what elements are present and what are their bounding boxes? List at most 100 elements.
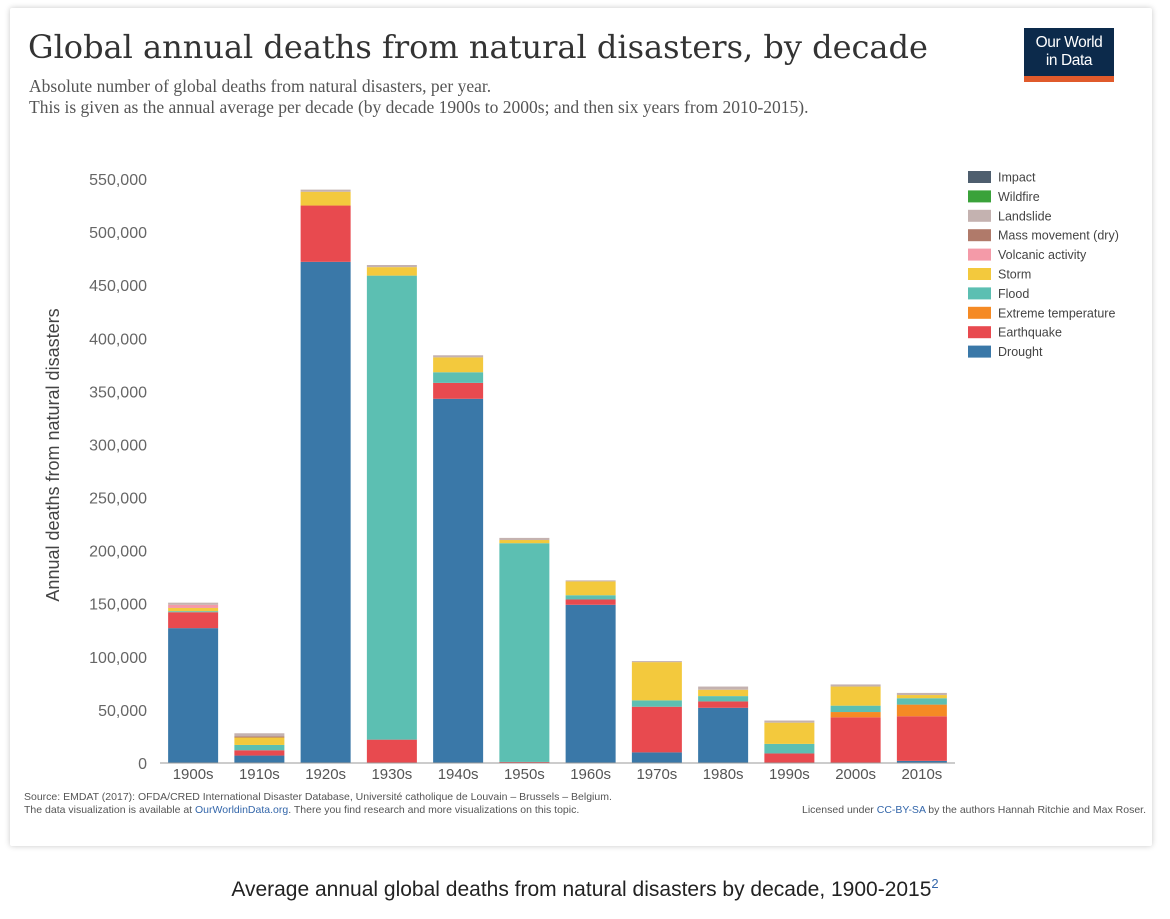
- x-tick-label: 1950s: [504, 766, 545, 783]
- y-tick-label: 500,000: [89, 225, 147, 242]
- license-pre: Licensed under: [802, 804, 877, 816]
- logo-line-2: in Data: [1045, 52, 1093, 69]
- bar-segment-earthquake: [565, 599, 616, 605]
- bar-segment-extreme-temperature: [830, 712, 881, 718]
- y-tick-label: 50,000: [98, 703, 147, 720]
- source-note: Source: EMDAT (2017): OFDA/CRED Internat…: [24, 791, 612, 817]
- bar-segment-storm: [366, 267, 417, 276]
- x-tick-label: 1990s: [769, 766, 810, 783]
- y-tick-label: 250,000: [89, 491, 147, 508]
- y-tick-label: 100,000: [89, 650, 147, 667]
- bar-segment-drought: [896, 760, 947, 763]
- source-line-1: Source: EMDAT (2017): OFDA/CRED Internat…: [24, 791, 612, 803]
- bar-segment-earthquake: [631, 706, 682, 753]
- bar-segment-storm: [698, 689, 749, 697]
- bar-segment-drought: [565, 604, 616, 763]
- legend-swatch: [968, 287, 991, 300]
- bar-segment-flood: [698, 696, 749, 702]
- bar-segment-earthquake: [764, 753, 815, 763]
- bar-segment-storm: [631, 662, 682, 701]
- bar-segment-storm: [168, 607, 219, 612]
- source-line-2-post: . There you find research and more visua…: [288, 804, 580, 816]
- bar-segment-storm: [433, 357, 484, 373]
- y-axis-title: Annual deaths from natural disasters: [43, 308, 63, 601]
- bar-segment-drought: [698, 707, 749, 763]
- bar-segment-landslide: [830, 684, 881, 687]
- x-tick-label: 1900s: [173, 766, 214, 783]
- license-post: by the authors Hannah Ritchie and Max Ro…: [925, 804, 1146, 816]
- bar-segment-storm: [896, 695, 947, 699]
- owid-link[interactable]: OurWorldinData.org: [195, 804, 289, 816]
- x-tick-label: 1910s: [239, 766, 280, 783]
- legend-label: Flood: [998, 287, 1029, 301]
- bar-segment-storm: [565, 581, 616, 596]
- legend-label: Mass movement (dry): [998, 229, 1119, 243]
- subtitle-line-2: This is given as the annual average per …: [29, 97, 809, 117]
- y-tick-label: 550,000: [89, 172, 147, 189]
- bar-segment-storm: [830, 686, 881, 706]
- bar-segment-earthquake: [366, 739, 417, 763]
- stacked-bar-chart: Annual deaths from natural disasters 0 50,…: [43, 171, 1119, 784]
- bar-segment-landslide: [433, 355, 484, 358]
- license-note: Licensed under CC-BY-SA by the authors H…: [802, 804, 1146, 816]
- bar-segment-drought: [631, 752, 682, 763]
- legend-label: Impact: [998, 171, 1036, 185]
- bar-segment-storm: [300, 191, 351, 206]
- footnote-ref-link[interactable]: 2: [931, 876, 939, 891]
- caption-text: Average annual global deaths from natura…: [231, 878, 932, 901]
- bar-segment-drought: [168, 628, 219, 763]
- bar-segment-landslide: [764, 720, 815, 723]
- bar-segment-landslide: [565, 580, 616, 582]
- y-tick-label: 300,000: [89, 437, 147, 454]
- bar-segment-landslide: [698, 686, 749, 690]
- bar-segment-flood: [433, 372, 484, 383]
- bar-segment-flood: [366, 275, 417, 740]
- bar-segment-earthquake: [698, 701, 749, 708]
- bar-segment-drought: [234, 755, 285, 763]
- our-world-in-data-logo[interactable]: Our World in Data: [1024, 28, 1114, 82]
- chart-title: Global annual deaths from natural disast…: [28, 28, 928, 66]
- bar-segment-earthquake: [234, 750, 285, 756]
- bar-segment-landslide: [168, 602, 219, 605]
- legend-swatch: [968, 171, 991, 183]
- bar-segment-drought: [300, 261, 351, 763]
- legend-swatch: [968, 190, 991, 203]
- x-tick-label: 2010s: [901, 766, 942, 783]
- bar-segment-landslide: [896, 692, 947, 696]
- bar-segment-landslide: [300, 189, 351, 192]
- figure-caption: Average annual global deaths from natura…: [0, 876, 1170, 902]
- subtitle-line-1: Absolute number of global deaths from na…: [29, 76, 492, 96]
- bar-segment-earthquake: [499, 761, 550, 763]
- bar-segment-flood: [764, 743, 815, 754]
- bar-segment-landslide: [366, 265, 417, 268]
- y-tick-label: 200,000: [89, 544, 147, 561]
- bar-segment-landslide: [631, 661, 682, 663]
- legend-label: Earthquake: [998, 326, 1062, 340]
- bar-segment-flood: [499, 543, 550, 762]
- x-tick-label: 1920s: [305, 766, 346, 783]
- bar-segment-earthquake: [830, 717, 881, 763]
- source-line-2-pre: The data visualization is available at: [24, 804, 196, 816]
- bar-segment-flood: [565, 595, 616, 600]
- x-tick-label: 2000s: [835, 766, 876, 783]
- bar-segment-drought: [433, 398, 484, 763]
- license-link[interactable]: CC-BY-SA: [876, 804, 926, 816]
- x-tick-label: 1980s: [703, 766, 744, 783]
- legend-swatch: [968, 209, 991, 222]
- x-tick-label: 1970s: [636, 766, 677, 783]
- y-tick-label: 350,000: [89, 384, 147, 401]
- legend-label: Landslide: [998, 209, 1052, 223]
- bar-segment-flood: [168, 611, 219, 613]
- legend-swatch: [968, 306, 991, 319]
- legend-label: Volcanic activity: [998, 248, 1087, 262]
- bar-segment-flood: [896, 698, 947, 705]
- bar-segment-earthquake: [168, 612, 219, 629]
- y-tick-label: 400,000: [89, 331, 147, 348]
- legend-swatch: [968, 326, 991, 339]
- legend-label: Extreme temperature: [998, 306, 1115, 320]
- bar-segment-landslide: [499, 537, 550, 541]
- x-tick-label: 1960s: [570, 766, 611, 783]
- legend-swatch: [968, 229, 991, 242]
- x-tick-label: 1940s: [438, 766, 479, 783]
- bar-segment-flood: [830, 705, 881, 713]
